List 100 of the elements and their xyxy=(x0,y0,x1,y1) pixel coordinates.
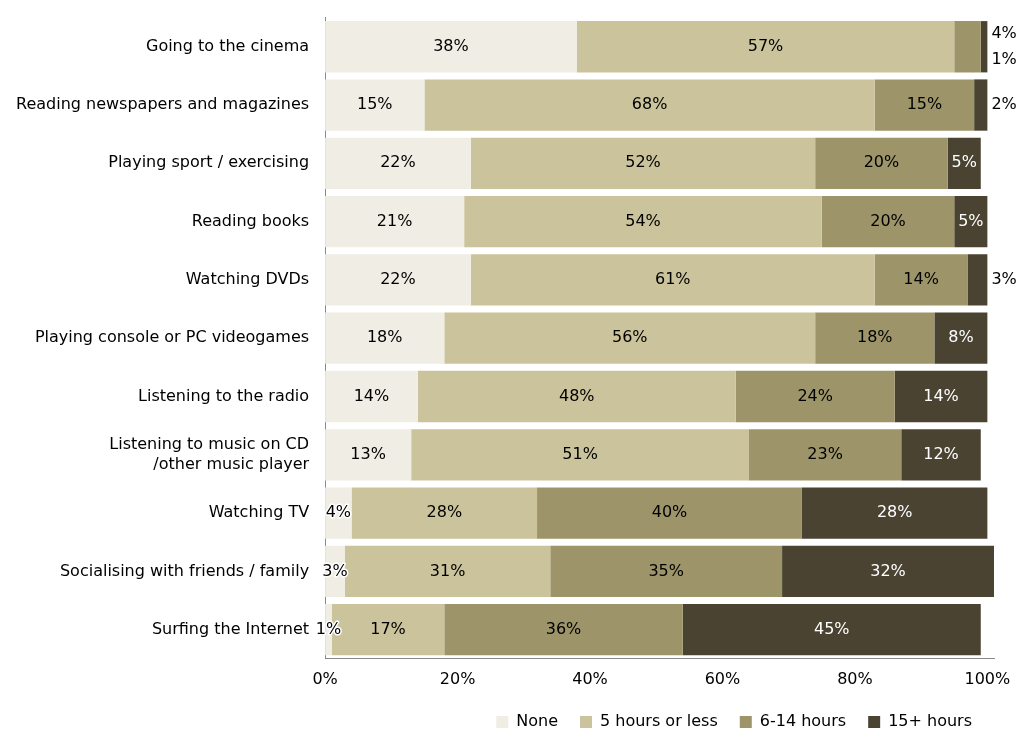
data-label: 2% xyxy=(991,94,1017,114)
bar xyxy=(735,370,895,423)
data-label: 5% xyxy=(951,152,977,172)
y-tick-label: Playing sport / exercising xyxy=(108,152,310,172)
data-label: 20% xyxy=(863,152,900,172)
legend-label: None xyxy=(516,711,559,731)
bar xyxy=(325,312,445,364)
data-label: 21% xyxy=(376,210,413,230)
bar xyxy=(954,195,988,248)
bar xyxy=(325,79,425,131)
data-label: 36% xyxy=(545,618,582,638)
bar xyxy=(974,79,988,131)
data-label: 45% xyxy=(813,618,850,638)
data-label: 56% xyxy=(611,327,648,347)
bar xyxy=(325,137,471,189)
bar xyxy=(682,604,981,656)
bar xyxy=(470,137,816,189)
y-tick-label: Listening to music on CD /other music player xyxy=(109,434,310,473)
data-label: 68% xyxy=(631,94,668,114)
bar xyxy=(901,429,981,481)
bar xyxy=(550,545,783,598)
y-tick-label: Going to the cinema xyxy=(145,35,310,55)
bar xyxy=(444,312,816,364)
bar xyxy=(782,545,994,598)
x-tick-label: 100% xyxy=(964,668,1011,688)
x-tick-label: 0% xyxy=(312,668,338,688)
bar xyxy=(874,254,968,306)
bar xyxy=(821,195,955,248)
bar xyxy=(424,79,875,131)
bar xyxy=(947,137,981,189)
legend-label: 15+ hours xyxy=(888,711,973,731)
data-label: 52% xyxy=(625,152,661,172)
bar xyxy=(537,487,802,539)
bar xyxy=(325,429,412,481)
data-label: 32% xyxy=(870,560,906,580)
bar xyxy=(325,21,577,73)
data-label: 22% xyxy=(380,269,416,289)
data-label: 18% xyxy=(857,327,893,347)
bar xyxy=(464,195,822,248)
data-label: 57% xyxy=(747,35,784,55)
data-label: 14% xyxy=(903,269,939,289)
bar xyxy=(815,312,935,364)
data-label: 38% xyxy=(433,35,469,55)
legend-label: 5 hours or less xyxy=(600,711,718,731)
bar xyxy=(417,370,736,423)
y-tick-label: Reading books xyxy=(191,210,310,230)
bar xyxy=(934,312,988,364)
data-label: 1% xyxy=(315,618,342,638)
data-label: 40% xyxy=(651,502,688,522)
x-tick-label: 40% xyxy=(572,668,608,688)
y-tick-label: Socialising with friends / family xyxy=(59,560,310,580)
bar xyxy=(325,195,465,248)
data-label: 13% xyxy=(350,443,386,463)
bar xyxy=(411,429,749,481)
x-tick-label: 20% xyxy=(439,668,476,688)
data-label: 22% xyxy=(380,152,416,172)
bar xyxy=(325,254,471,306)
bar xyxy=(815,137,948,189)
legend-label: 6-14 hours xyxy=(759,711,847,731)
data-label: 24% xyxy=(797,385,833,405)
data-label: 3% xyxy=(322,560,348,580)
bar xyxy=(576,21,955,73)
data-label: 5% xyxy=(958,210,984,230)
data-label: 3% xyxy=(991,269,1017,289)
x-tick-label: 80% xyxy=(837,668,873,688)
bar xyxy=(980,21,988,73)
bar xyxy=(748,429,902,481)
data-label: 8% xyxy=(948,327,974,347)
bar xyxy=(470,254,875,306)
bar xyxy=(801,487,988,539)
data-label: 14% xyxy=(353,385,390,405)
bar xyxy=(954,21,981,73)
data-label: 23% xyxy=(807,443,843,463)
data-label: 20% xyxy=(870,210,906,230)
data-label: 1% xyxy=(991,48,1017,68)
data-label: 4% xyxy=(991,23,1017,43)
data-label: 28% xyxy=(426,502,463,522)
data-label: 28% xyxy=(876,502,913,522)
data-label: 15% xyxy=(356,94,393,114)
bar xyxy=(967,254,988,306)
data-label: 35% xyxy=(648,560,684,580)
data-label: 17% xyxy=(370,618,406,638)
data-label: 18% xyxy=(366,327,403,347)
data-label: 51% xyxy=(562,443,598,463)
data-label: 12% xyxy=(923,443,959,463)
y-tick-label: Watching DVDs xyxy=(185,269,310,289)
data-label: 48% xyxy=(558,385,595,405)
data-label: 61% xyxy=(655,269,691,289)
bar xyxy=(351,487,538,539)
data-label: 31% xyxy=(429,560,466,580)
data-label: 4% xyxy=(325,502,352,522)
y-tick-label: Surfing the Internet xyxy=(151,618,310,638)
data-label: 54% xyxy=(625,210,661,230)
y-tick-label: Listening to the radio xyxy=(138,385,310,405)
bar xyxy=(894,370,988,423)
bar xyxy=(444,604,683,656)
data-label: 14% xyxy=(923,385,959,405)
y-tick-label: Reading newspapers and magazines xyxy=(15,94,310,114)
data-label: 15% xyxy=(906,94,943,114)
bar xyxy=(874,79,975,131)
